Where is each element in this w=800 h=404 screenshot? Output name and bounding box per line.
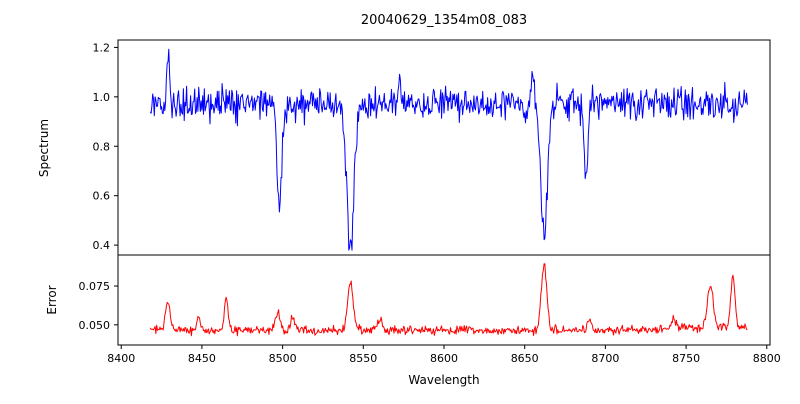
spectrum-axes-frame <box>117 39 771 256</box>
error-y-tick-label: 0.075 <box>79 280 111 293</box>
x-axis-label: Wavelength <box>408 373 479 387</box>
x-tick-label: 8500 <box>269 352 297 365</box>
x-tick-label: 8600 <box>430 352 458 365</box>
spectrum-y-axis-label: Spectrum <box>37 119 51 177</box>
error-y-tick-label: 0.050 <box>79 319 111 332</box>
x-tick-label: 8750 <box>672 352 700 365</box>
error-y-axis-label: Error <box>45 285 59 314</box>
spectrum-y-tick-label: 1.2 <box>93 41 111 54</box>
x-tick-label: 8450 <box>188 352 216 365</box>
x-tick-label: 8800 <box>753 352 781 365</box>
spectrum-y-tick-label: 0.6 <box>93 190 111 203</box>
spectrum-line <box>149 48 748 251</box>
spectrum-y-tick-label: 1.0 <box>93 91 111 104</box>
error-axes-frame <box>117 254 771 346</box>
x-tick-label: 8550 <box>349 352 377 365</box>
x-tick-label: 8700 <box>591 352 619 365</box>
x-tick-label: 8400 <box>107 352 135 365</box>
x-tick-label: 8650 <box>511 352 539 365</box>
spectrum-y-tick-label: 0.4 <box>93 239 111 252</box>
error-line <box>149 263 748 337</box>
chart-title: 20040629_1354m08_083 <box>361 13 527 28</box>
spectrum-y-tick-label: 0.8 <box>93 140 111 153</box>
